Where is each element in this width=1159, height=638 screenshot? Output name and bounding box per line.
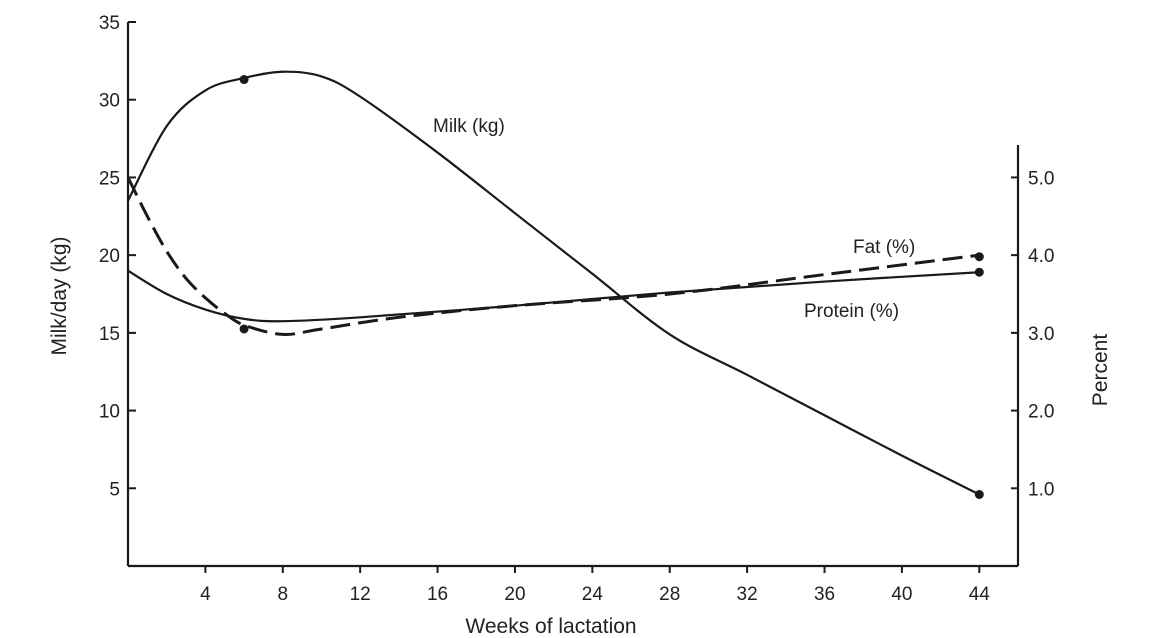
protein-data-point — [974, 267, 984, 277]
marker-group — [239, 75, 984, 500]
right-y-tick-label: 4.0 — [1028, 246, 1054, 267]
x-tick-label: 8 — [277, 584, 288, 605]
x-tick-label: 36 — [814, 584, 835, 605]
chart-axes — [126, 22, 1020, 568]
x-tick-label: 28 — [659, 584, 680, 605]
left-y-axis-title: Milk/day (kg) — [48, 236, 71, 355]
left-y-tick-label: 25 — [99, 168, 120, 189]
right-y-tick-label: 2.0 — [1028, 402, 1054, 423]
x-tick-label: 4 — [200, 584, 211, 605]
left-y-tick-label: 30 — [99, 91, 120, 112]
milk-series-line — [127, 70, 980, 496]
left-y-tick-label: 35 — [99, 13, 120, 34]
right-y-tick-label: 5.0 — [1028, 168, 1054, 189]
fat-series-label: Fat (%) — [853, 237, 915, 258]
x-tick-label: 16 — [427, 584, 448, 605]
milk-series-label: Milk (kg) — [433, 116, 505, 137]
x-axis-title: Weeks of lactation — [465, 615, 636, 638]
x-tick-label: 40 — [891, 584, 912, 605]
protein-series-label: Protein (%) — [804, 301, 899, 322]
x-tick-label: 24 — [582, 584, 604, 605]
right-y-axis-title: Percent — [1089, 334, 1112, 407]
x-tick-label: 20 — [504, 584, 525, 605]
left-y-tick-label: 5 — [109, 479, 120, 500]
series-group — [126, 70, 980, 496]
label-group: Weeks of lactation Milk/day (kg) Percent… — [48, 116, 1112, 638]
fat-series-line — [126, 176, 980, 336]
x-tick-label: 12 — [350, 584, 371, 605]
left-y-tick-label: 15 — [99, 324, 120, 345]
right-y-tick-label: 3.0 — [1028, 324, 1054, 345]
protein-series-line — [127, 269, 980, 323]
fat-data-point — [239, 324, 249, 334]
left-y-tick-label: 10 — [99, 402, 120, 423]
x-tick-label: 32 — [737, 584, 758, 605]
left-y-tick-label: 20 — [99, 246, 120, 267]
milk-data-point — [239, 75, 249, 85]
tick-group: 4 8 12 16 20 24 28 32 36 40 44 5 10 15 20 25 30 35 1.0 2.0 3… — [99, 13, 1055, 605]
right-y-tick-label: 1.0 — [1028, 479, 1054, 500]
fat-data-point — [974, 252, 984, 262]
milk-data-point — [974, 490, 984, 500]
x-tick-label: 44 — [969, 584, 991, 605]
